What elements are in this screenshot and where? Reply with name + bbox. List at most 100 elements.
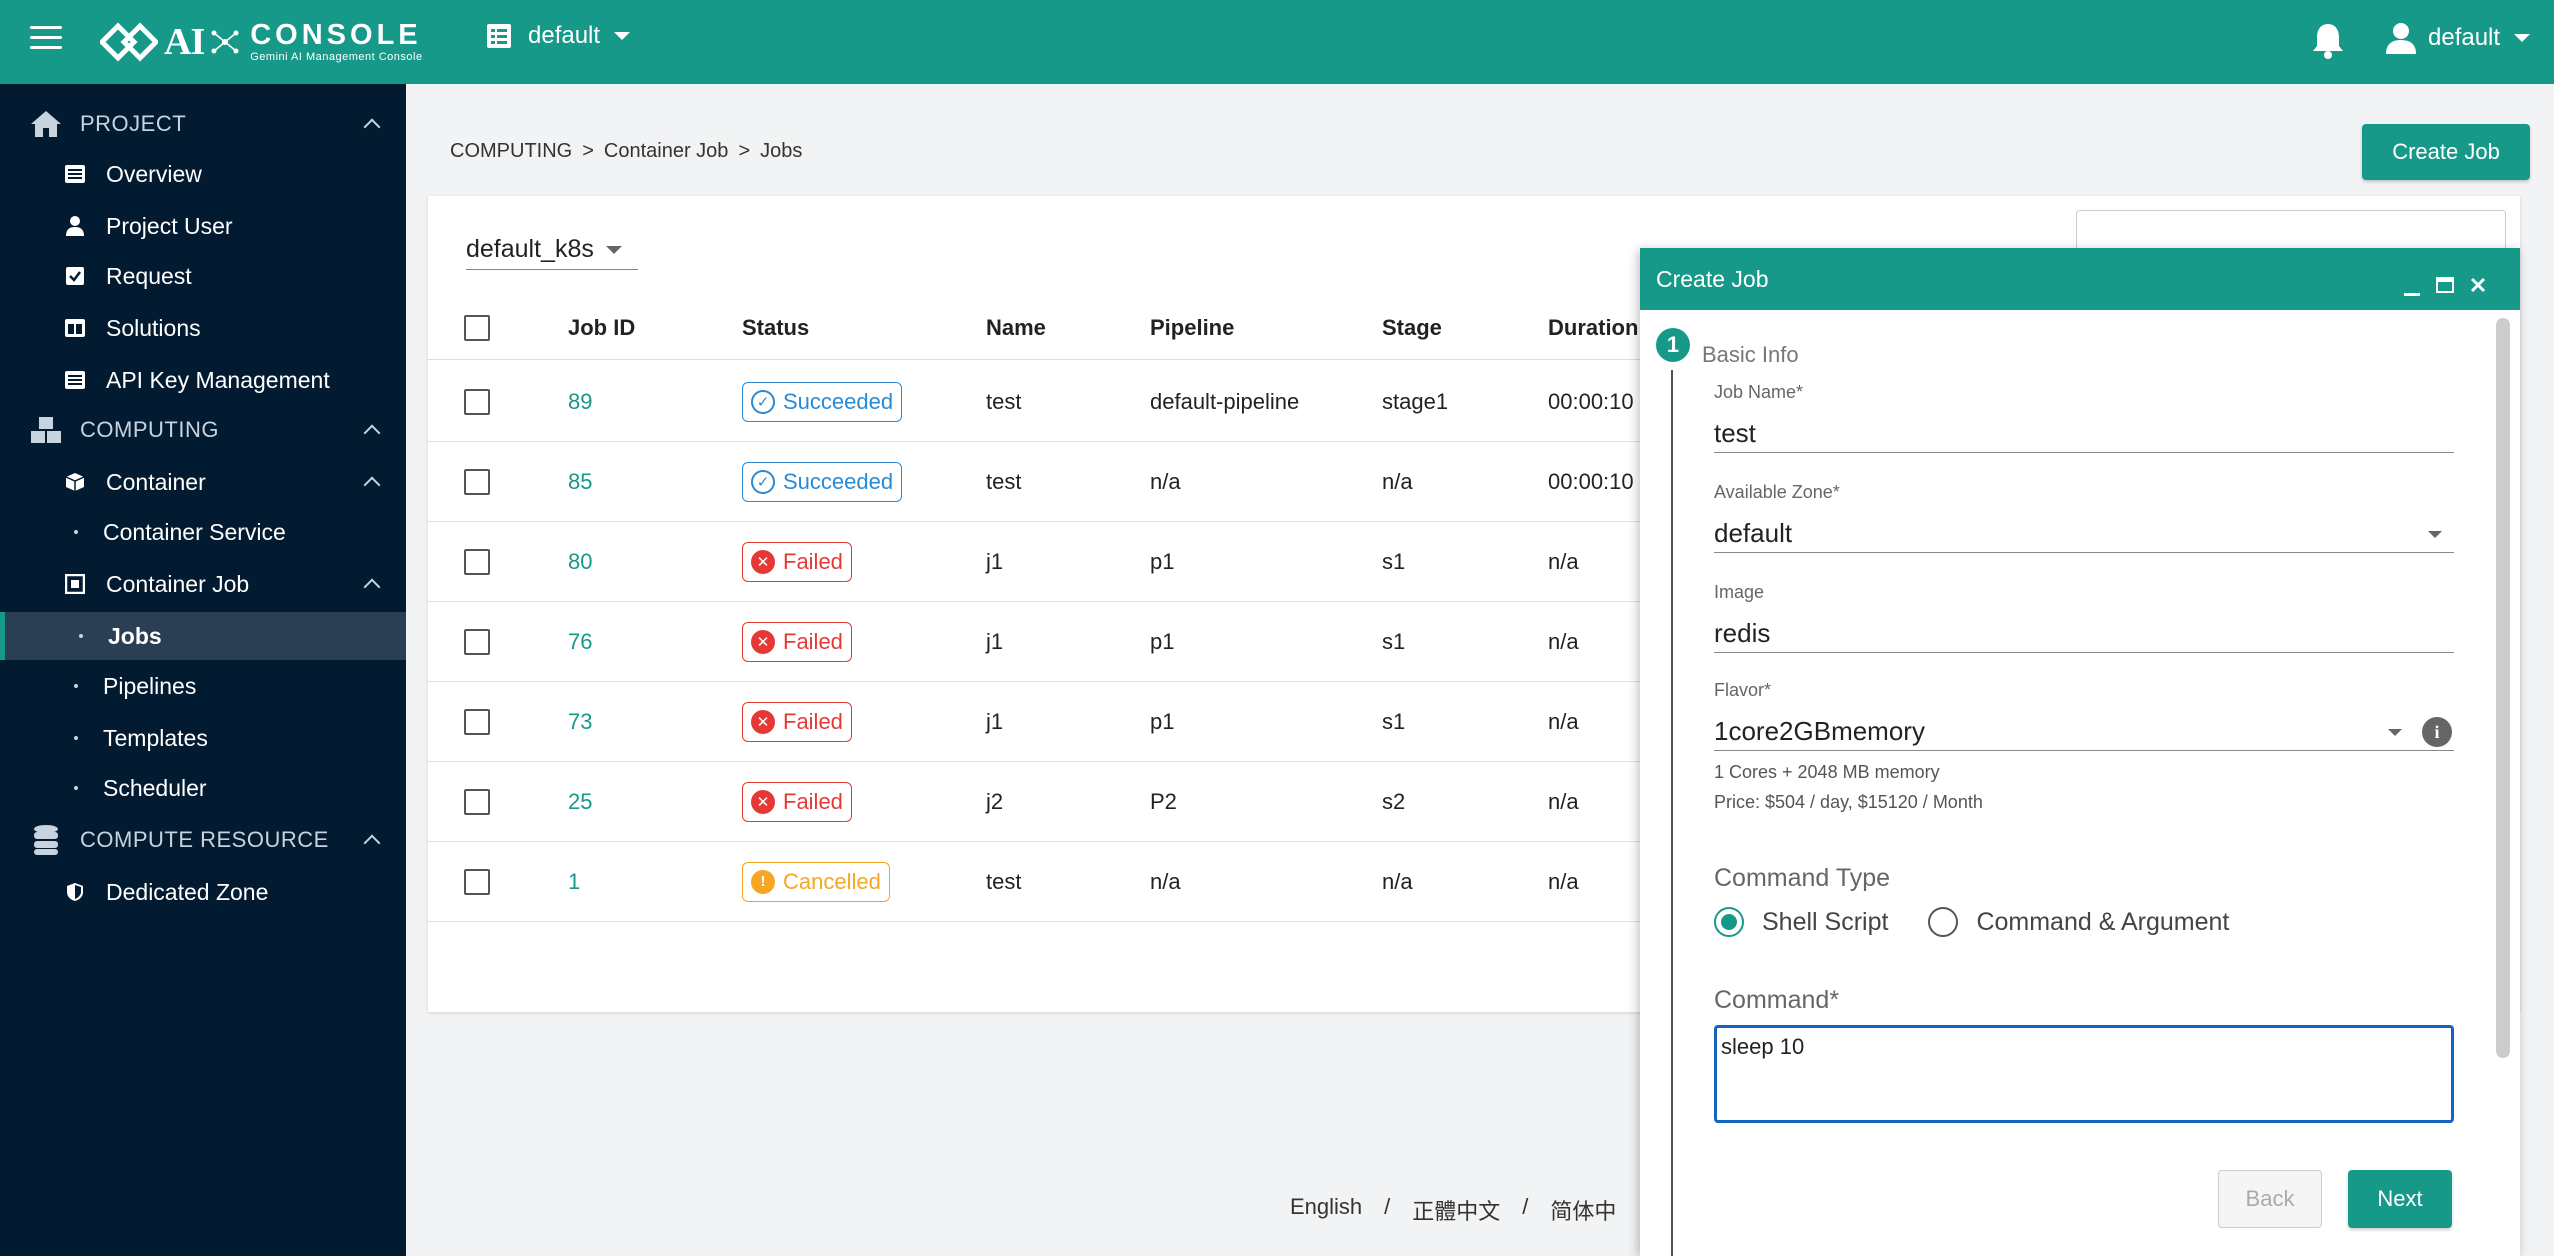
table-row[interactable]: 85 ✓ Succeeded test n/a n/a 00:00:10 (428, 442, 1648, 522)
sidebar-item-dedicated-zone[interactable]: Dedicated Zone (0, 868, 406, 916)
sidebar-item-templates[interactable]: Templates (0, 714, 406, 762)
sidebar-item-container-service[interactable]: Container Service (0, 508, 406, 556)
table-row[interactable]: 89 ✓ Succeeded test default-pipeline stage1 00… (428, 362, 1648, 442)
job-id-link[interactable]: 80 (568, 548, 593, 574)
sidebar-item-container[interactable]: Container (0, 458, 406, 506)
status-text: Failed (783, 708, 843, 734)
name-cell: j2 (986, 788, 1004, 814)
flavor-select[interactable]: 1core2GBmemory i (1714, 713, 2454, 751)
row-checkbox[interactable] (464, 548, 490, 575)
dialog-scrollbar[interactable] (2496, 318, 2510, 1058)
status-text: Failed (783, 548, 843, 574)
bullet-icon (79, 634, 83, 638)
column-header-pipeline[interactable]: Pipeline (1150, 314, 1235, 340)
table-row[interactable]: 25 ✕ Failed j2 P2 s2 n/a (428, 762, 1648, 842)
status-cell: ! Cancelled (742, 842, 890, 921)
sidebar-item-label: Project User (106, 212, 233, 239)
maximize-icon[interactable] (2436, 272, 2454, 299)
sidebar-section-label: COMPUTE RESOURCE (80, 827, 329, 852)
database-icon (28, 822, 64, 858)
sidebar-item-project-user[interactable]: Project User (0, 202, 406, 250)
sidebar-item-api-key-management[interactable]: API Key Management (0, 356, 406, 404)
table-row[interactable]: 80 ✕ Failed j1 p1 s1 n/a (428, 522, 1648, 602)
logo-subtitle: Gemini AI Management Console (250, 51, 423, 63)
available-zone-select[interactable]: default (1714, 515, 2454, 553)
job-id-link[interactable]: 89 (568, 388, 593, 414)
command-argument-label[interactable]: Command & Argument (1976, 907, 2230, 936)
job-name-field: Job Name* test (1714, 382, 2454, 453)
command-textarea[interactable]: sleep 10 (1714, 1025, 2454, 1123)
available-zone-value: default (1714, 518, 1793, 548)
menu-icon[interactable] (30, 26, 62, 56)
list-icon (62, 161, 88, 187)
language-simplified-chinese[interactable]: 简体中 (1550, 1199, 1617, 1224)
user-menu[interactable]: default (2386, 22, 2531, 54)
failed-icon: ✕ (751, 709, 775, 734)
command-argument-radio[interactable] (1928, 907, 1959, 937)
create-job-button[interactable]: Create Job (2362, 124, 2530, 180)
sidebar-section-compute-resource[interactable]: COMPUTE RESOURCE (0, 816, 406, 864)
bell-icon[interactable] (2310, 22, 2346, 65)
sidebar-section-project[interactable]: PROJECT (0, 100, 406, 148)
job-id-link[interactable]: 76 (568, 628, 593, 654)
job-id-link[interactable]: 73 (568, 708, 593, 734)
project-selector[interactable]: default (486, 22, 631, 50)
row-checkbox[interactable] (464, 628, 490, 655)
pipeline-cell: p1 (1150, 708, 1175, 734)
breadcrumb-container-job[interactable]: Container Job (603, 140, 729, 162)
column-header-job-id[interactable]: Job ID (568, 314, 636, 340)
sidebar-section-computing[interactable]: COMPUTING (0, 406, 406, 454)
breadcrumb: COMPUTING > Container Job > Jobs (450, 140, 802, 163)
dialog-body: 1 Basic Info Job Name* test Available Zo… (1640, 310, 2520, 1256)
table-row[interactable]: 76 ✕ Failed j1 p1 s1 n/a (428, 602, 1648, 682)
shell-script-label[interactable]: Shell Script (1762, 907, 1889, 936)
status-cell: ✓ Succeeded (742, 362, 903, 441)
zone-selector[interactable]: default_k8s (466, 230, 638, 270)
sidebar-item-request[interactable]: Request (0, 252, 406, 300)
minimize-icon[interactable] (2404, 276, 2420, 303)
language-traditional-chinese[interactable]: 正體中文 (1412, 1199, 1501, 1224)
sidebar: PROJECT Overview Project User Request So… (0, 84, 406, 1256)
sidebar-item-overview[interactable]: Overview (0, 150, 406, 198)
language-english[interactable]: English (1290, 1194, 1363, 1219)
job-id-link[interactable]: 25 (568, 788, 593, 814)
row-checkbox[interactable] (464, 708, 490, 735)
column-header-name[interactable]: Name (986, 314, 1046, 340)
sidebar-item-jobs[interactable]: Jobs (0, 612, 406, 660)
command-label: Command* (1714, 986, 1840, 1014)
column-header-stage[interactable]: Stage (1382, 314, 1442, 340)
sidebar-item-solutions[interactable]: Solutions (0, 304, 406, 352)
column-header-status[interactable]: Status (742, 314, 810, 340)
stage-cell: s1 (1382, 628, 1406, 654)
row-checkbox[interactable] (464, 868, 490, 895)
breadcrumb-computing[interactable]: COMPUTING (450, 140, 573, 162)
dialog-title: Create Job (1656, 265, 1769, 292)
job-name-input[interactable]: test (1714, 415, 2454, 453)
next-button[interactable]: Next (2348, 1170, 2452, 1228)
close-icon[interactable] (2470, 272, 2486, 299)
app-logo[interactable]: AI CONSOLE Gemini AI Management Console (100, 16, 423, 68)
dialog-header[interactable]: Create Job (1640, 248, 2520, 310)
row-checkbox[interactable] (464, 388, 490, 415)
table-row[interactable]: 73 ✕ Failed j1 p1 s1 n/a (428, 682, 1648, 762)
job-id-link[interactable]: 85 (568, 468, 593, 494)
sidebar-item-pipelines[interactable]: Pipelines (0, 662, 406, 710)
table-row[interactable]: 1! Cancelled test n/a n/a n/a (428, 842, 1648, 922)
sidebar-item-scheduler[interactable]: Scheduler (0, 764, 406, 812)
sidebar-item-container-job[interactable]: Container Job (0, 560, 406, 608)
person-icon (62, 213, 88, 239)
select-all-checkbox[interactable] (464, 314, 490, 341)
job-id-link[interactable]: 1 (568, 868, 581, 894)
column-header-duration[interactable]: Duration (1548, 314, 1639, 340)
image-input[interactable]: redis (1714, 615, 2454, 653)
chevron-down-icon (2514, 34, 2531, 42)
pipeline-cell: default-pipeline (1150, 388, 1300, 414)
failed-icon: ✕ (751, 789, 775, 814)
row-checkbox[interactable] (464, 468, 490, 495)
bullet-icon (74, 736, 78, 740)
back-button[interactable]: Back (2218, 1170, 2322, 1228)
info-icon[interactable]: i (2422, 717, 2452, 747)
row-checkbox[interactable] (464, 788, 490, 815)
chevron-up-icon (363, 834, 381, 852)
shell-script-radio[interactable] (1714, 907, 1744, 937)
